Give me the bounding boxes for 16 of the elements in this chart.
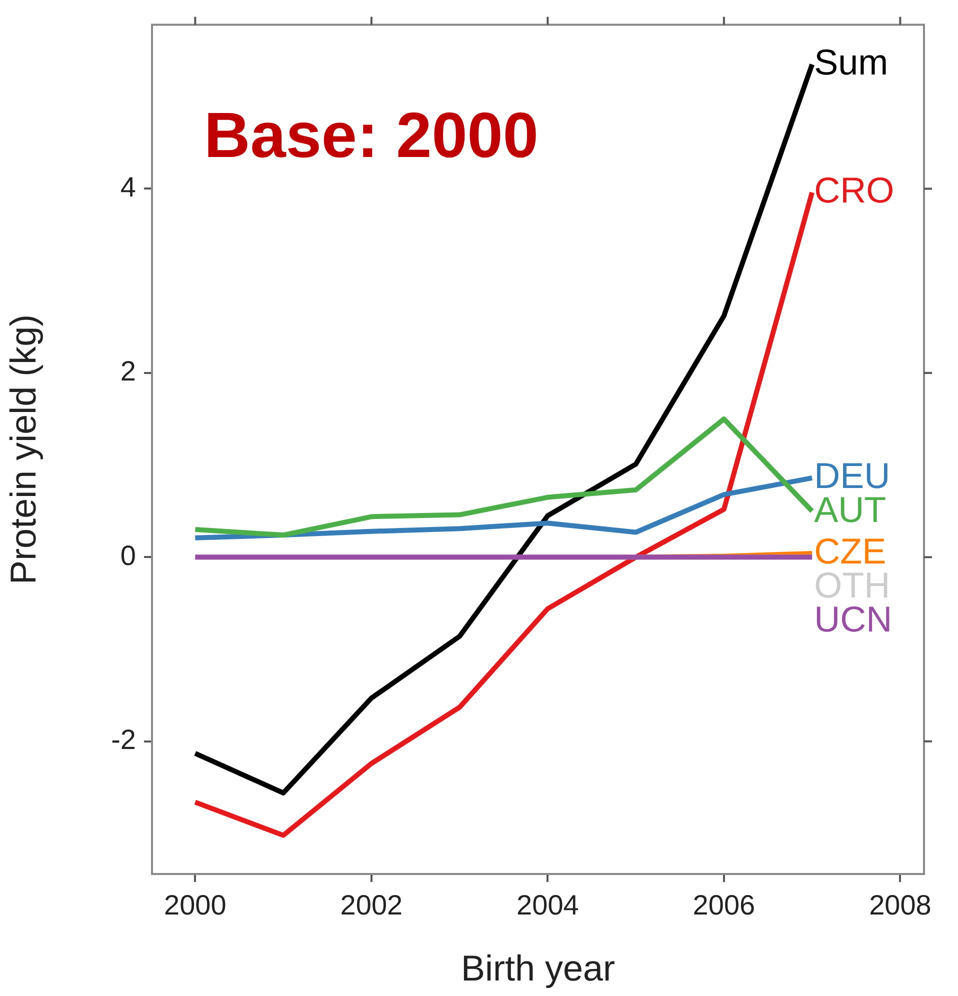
x-axis-title: Birth year bbox=[460, 947, 616, 988]
x-tick-label: 2008 bbox=[869, 890, 932, 921]
series-label: CZE bbox=[814, 530, 886, 572]
x-tick-label: 2004 bbox=[516, 890, 579, 921]
x-tick-label: 2006 bbox=[692, 890, 756, 921]
series-label: CRO bbox=[814, 169, 894, 210]
x-tick-label: 2000 bbox=[164, 890, 226, 921]
y-tick-label: 2 bbox=[120, 356, 136, 387]
y-tick-label: -2 bbox=[111, 724, 136, 756]
y-tick-label: 4 bbox=[120, 171, 136, 202]
series-label: UCN bbox=[814, 598, 892, 640]
x-tick-label: 2002 bbox=[340, 890, 403, 921]
y-tick-label: 0 bbox=[120, 540, 136, 571]
annotation: Base: 2000 bbox=[204, 98, 538, 171]
series-label: Sum bbox=[814, 41, 888, 82]
y-axis-title: Protein yield (kg) bbox=[2, 314, 44, 584]
